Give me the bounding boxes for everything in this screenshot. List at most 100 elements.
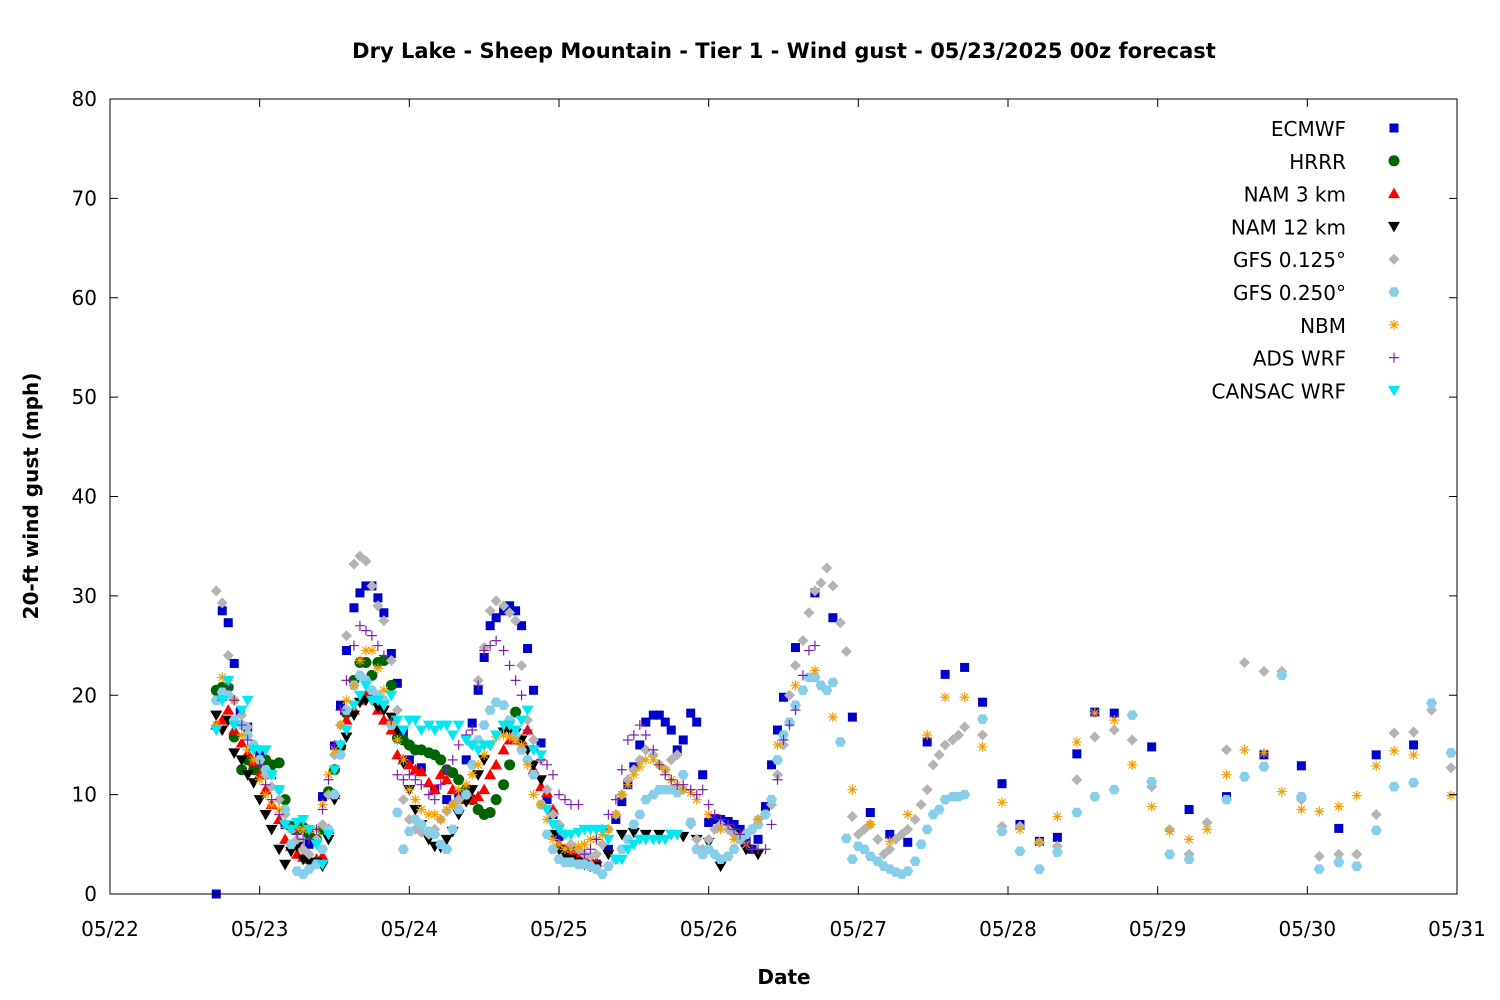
data-point: [1109, 708, 1119, 718]
data-point: [753, 814, 764, 825]
data-point: [915, 839, 927, 850]
data-point: [678, 735, 688, 745]
data-points: [210, 550, 1457, 899]
data-point: [378, 615, 390, 627]
data-point: [1258, 762, 1270, 772]
x-tick-label: 05/28: [979, 917, 1037, 941]
data-point: [872, 833, 884, 845]
data-point: [360, 645, 371, 656]
data-point: [692, 717, 702, 727]
data-point: [379, 608, 389, 618]
data-point: [416, 804, 427, 815]
data-point: [285, 846, 298, 858]
data-point: [273, 844, 286, 856]
data-point: [902, 866, 914, 876]
data-point: [1184, 805, 1194, 815]
data-point: [1446, 790, 1457, 801]
data-point: [341, 695, 352, 706]
data-point: [714, 861, 727, 873]
data-point: [398, 754, 409, 765]
data-point: [410, 774, 421, 785]
data-point: [654, 710, 664, 720]
data-point: [610, 809, 621, 820]
data-point: [236, 720, 247, 731]
data-point: [585, 844, 596, 855]
data-point: [391, 715, 404, 727]
data-point: [691, 789, 702, 800]
data-point: [660, 717, 670, 727]
legend-label: ECMWF: [1271, 117, 1346, 141]
data-point: [1408, 749, 1419, 760]
data-point: [1333, 857, 1345, 867]
data-point: [353, 690, 366, 702]
data-point: [847, 784, 858, 795]
data-point: [498, 645, 509, 656]
data-point: [340, 705, 352, 715]
data-point: [678, 779, 689, 790]
data-point: [428, 783, 441, 795]
data-point: [1296, 804, 1307, 815]
data-point: [1108, 724, 1120, 736]
data-point: [265, 770, 278, 781]
data-point: [1388, 727, 1400, 739]
data-point: [498, 600, 510, 612]
y-tick-label: 40: [72, 485, 97, 509]
data-point: [347, 710, 360, 722]
data-point: [515, 715, 528, 727]
data-point: [559, 794, 570, 805]
data-point: [371, 695, 384, 707]
data-point: [903, 837, 913, 847]
data-point: [686, 708, 696, 718]
data-point: [1351, 861, 1363, 871]
data-point: [803, 607, 815, 619]
data-point: [846, 854, 858, 864]
data-point: [828, 613, 838, 623]
data-point: [242, 734, 253, 745]
data-point: [616, 764, 627, 775]
data-point: [447, 754, 458, 765]
data-point: [292, 829, 303, 840]
data-point: [616, 789, 627, 800]
data-point: [840, 833, 852, 844]
data-point: [797, 670, 808, 681]
data-point: [977, 714, 989, 724]
data-point: [510, 615, 522, 627]
data-point: [1164, 826, 1175, 837]
data-point: [728, 844, 740, 855]
data-point: [241, 695, 254, 707]
data-point: [977, 741, 988, 752]
data-point: [790, 705, 801, 716]
data-point: [473, 759, 484, 770]
data-point: [323, 774, 334, 785]
data-point: [1126, 710, 1138, 720]
data-point: [298, 824, 309, 835]
x-tick-label: 05/27: [830, 917, 888, 941]
data-point: [535, 750, 548, 761]
data-point: [216, 597, 228, 609]
data-point: [772, 774, 783, 785]
data-point: [472, 745, 485, 756]
data-point: [921, 784, 933, 796]
data-point: [440, 834, 453, 846]
data-point: [659, 834, 672, 846]
data-point: [1371, 760, 1382, 771]
x-tick-label: 05/30: [1279, 917, 1337, 941]
x-tick-label: 05/23: [231, 917, 289, 941]
data-point: [467, 725, 478, 736]
data-point: [542, 759, 553, 770]
data-point: [691, 833, 703, 845]
data-point: [377, 700, 390, 712]
legend-item: HRRR: [1289, 150, 1400, 174]
data-point: [784, 720, 795, 731]
data-point: [640, 744, 652, 756]
data-point: [821, 562, 833, 574]
data-point: [265, 824, 278, 836]
data-point: [373, 593, 383, 603]
data-point: [453, 739, 464, 750]
data-point: [1164, 849, 1176, 860]
data-point: [397, 725, 410, 737]
data-point: [641, 717, 651, 727]
data-point: [1238, 771, 1250, 782]
data-point: [340, 732, 353, 743]
data-point: [510, 706, 522, 718]
